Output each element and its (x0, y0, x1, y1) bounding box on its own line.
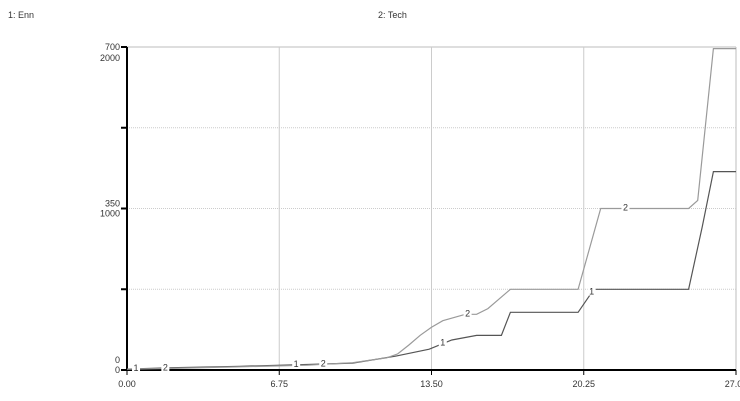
series-1-marker-bg (292, 358, 301, 368)
series-2-marker-label: 2 (623, 203, 628, 213)
legend-tech: 2: Tech (378, 10, 407, 20)
y-tick-label-series-1: 0 (115, 355, 120, 365)
y-tick-label-series-2: 1000 (100, 209, 120, 219)
x-tick-label: 13.50 (420, 379, 443, 389)
x-tick-label: 6.75 (270, 379, 288, 389)
series-1-marker-label: 1 (589, 287, 594, 297)
series-2-marker-label: 2 (163, 363, 168, 373)
series-1-marker-label: 1 (440, 338, 445, 348)
x-tick-label: 0.00 (118, 379, 136, 389)
series-1-marker-label: 1 (134, 363, 139, 373)
y-tick-label-series-2: 0 (115, 365, 120, 375)
series-1-marker-bg (587, 286, 596, 296)
x-tick-label: 27.00 (725, 379, 740, 389)
series-1-marker-label: 1 (294, 359, 299, 369)
series-2-marker-bg (161, 362, 170, 372)
series-1-marker-bg (438, 337, 447, 347)
series-2-marker-label: 2 (465, 308, 470, 318)
series-2-marker-bg (463, 308, 472, 318)
series-1-marker-bg (132, 362, 141, 372)
series-2-marker-label: 2 (321, 358, 326, 368)
y-tick-label-series-1: 350 (105, 199, 120, 209)
series-2-marker-bg (621, 202, 630, 212)
x-tick-label: 20.25 (572, 379, 595, 389)
series-1-line (126, 171, 736, 370)
legend-enn: 1: Enn (8, 10, 35, 20)
y-tick-label-series-2: 2000 (100, 53, 120, 63)
series-2-marker-bg (319, 358, 328, 368)
y-tick-label-series-1: 700 (105, 42, 120, 52)
